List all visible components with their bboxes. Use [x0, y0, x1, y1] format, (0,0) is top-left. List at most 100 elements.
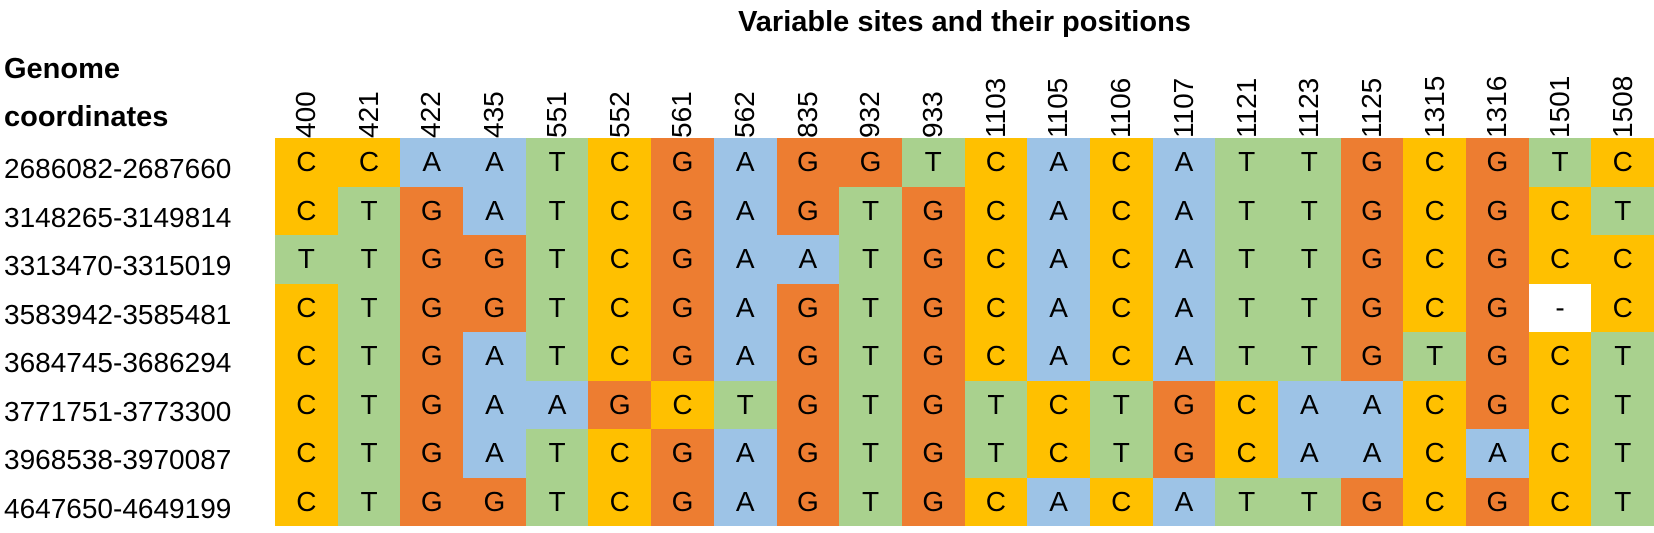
base-cell: T [1089, 429, 1153, 478]
position-label-text: 1316 [1481, 75, 1513, 138]
position-label: 551 [526, 48, 588, 138]
base-cell: T [1403, 332, 1467, 381]
base-cell: T [525, 138, 589, 187]
base-cell: T [1215, 283, 1278, 332]
base-cell: C [1215, 380, 1278, 429]
base-cell: T [525, 235, 589, 284]
position-label: 1106 [1090, 48, 1152, 138]
base-cell: G [1340, 235, 1404, 284]
position-label-text: 1501 [1544, 75, 1575, 138]
position-header: 400 421 422 435 551 552 561 562 835 932 933 1103 110… [275, 48, 1654, 138]
base-cell: C [1528, 235, 1592, 284]
base-cell: C [1403, 138, 1467, 187]
base-cell: C [1089, 477, 1153, 526]
position-label-text: 933 [917, 91, 948, 138]
position-label: 1315 [1404, 48, 1466, 138]
base-cell: C [1528, 186, 1592, 235]
base-cell: G [1340, 477, 1404, 526]
base-cell: A [1152, 138, 1216, 187]
base-cell: A [1340, 429, 1404, 478]
base-cell: G [1340, 138, 1404, 187]
base-cell: G [463, 235, 526, 284]
position-label-text: 561 [666, 91, 698, 138]
base-cell: A [713, 332, 777, 381]
base-cell: G [901, 235, 965, 284]
base-cell: C [1528, 332, 1592, 381]
base-cell: T [337, 186, 401, 235]
base-cell: G [651, 186, 714, 235]
base-cell: A [525, 380, 589, 429]
genome-coordinate-label: 3771751-3773300 [4, 395, 232, 427]
base-cell: A [713, 429, 777, 478]
base-cell: T [839, 429, 902, 478]
base-cell: T [337, 283, 401, 332]
base-cell: T [1591, 429, 1654, 478]
base-cell: T [839, 477, 902, 526]
base-cell: G [776, 332, 840, 381]
base-cell: A [1278, 380, 1341, 429]
base-cell: G [651, 477, 714, 526]
base-cell: G [901, 186, 965, 235]
base-cell: T [839, 283, 902, 332]
position-label: 1121 [1216, 48, 1278, 138]
base-cell: G [1466, 283, 1529, 332]
base-cell: A [1278, 429, 1341, 478]
position-label-text: 1315 [1418, 75, 1450, 138]
base-cell: C [1089, 332, 1153, 381]
base-cell: A [713, 477, 777, 526]
base-cell: C [964, 332, 1028, 381]
position-label: 1316 [1466, 48, 1528, 138]
base-cell: G [901, 429, 965, 478]
base-cell: A [1027, 477, 1090, 526]
base-cell: T [964, 429, 1028, 478]
position-label-text: 1125 [1355, 77, 1387, 138]
position-label-text: 562 [728, 91, 760, 138]
base-cell: C [588, 138, 652, 187]
base-cell: C [588, 332, 652, 381]
base-cell: T [337, 235, 401, 284]
base-cell: A [463, 429, 526, 478]
position-label-text: 551 [540, 91, 572, 138]
base-cell: T [1278, 332, 1341, 381]
position-label: 552 [589, 48, 651, 138]
base-cell: T [1215, 138, 1278, 187]
base-cell: G [651, 283, 714, 332]
base-cell: G [1152, 429, 1216, 478]
base-cell: A [400, 138, 464, 187]
figure-title: Variable sites and their positions [738, 6, 1191, 38]
base-cell: A [713, 186, 777, 235]
base-cell: C [275, 332, 338, 381]
position-label-text: 421 [352, 91, 384, 138]
position-label: 933 [902, 48, 964, 138]
base-cell: T [839, 186, 902, 235]
genome-coordinate-labels: 2686082-2687660 3148265-3149814 3313470-33… [0, 145, 275, 533]
position-label-text: 552 [603, 91, 635, 138]
base-cell: A [1027, 186, 1090, 235]
base-cell: C [651, 380, 714, 429]
position-label: 932 [839, 48, 901, 138]
base-cell: T [525, 477, 589, 526]
base-cell: T [525, 332, 589, 381]
base-cell: T [1278, 283, 1341, 332]
base-cell: G [1466, 235, 1529, 284]
base-cell: T [337, 429, 401, 478]
base-cell: C [1215, 429, 1278, 478]
base-cell: G [651, 332, 714, 381]
base-cell: T [839, 332, 902, 381]
genome-coordinate-label: 3313470-3315019 [4, 250, 232, 281]
base-cell: G [651, 429, 714, 478]
base-cell: C [275, 429, 338, 478]
genome-coordinate-label: 3583942-3585481 [4, 298, 232, 330]
position-label: 1125 [1341, 48, 1403, 138]
position-label: 435 [463, 48, 525, 138]
base-cell: C [1591, 283, 1654, 332]
position-label-text: 932 [854, 91, 886, 138]
base-cell: T [1591, 332, 1654, 381]
base-cell: - [1528, 283, 1592, 332]
base-cell: G [901, 332, 965, 381]
base-cell: G [1466, 380, 1529, 429]
base-cell: A [1027, 138, 1090, 187]
base-cell: T [337, 380, 401, 429]
